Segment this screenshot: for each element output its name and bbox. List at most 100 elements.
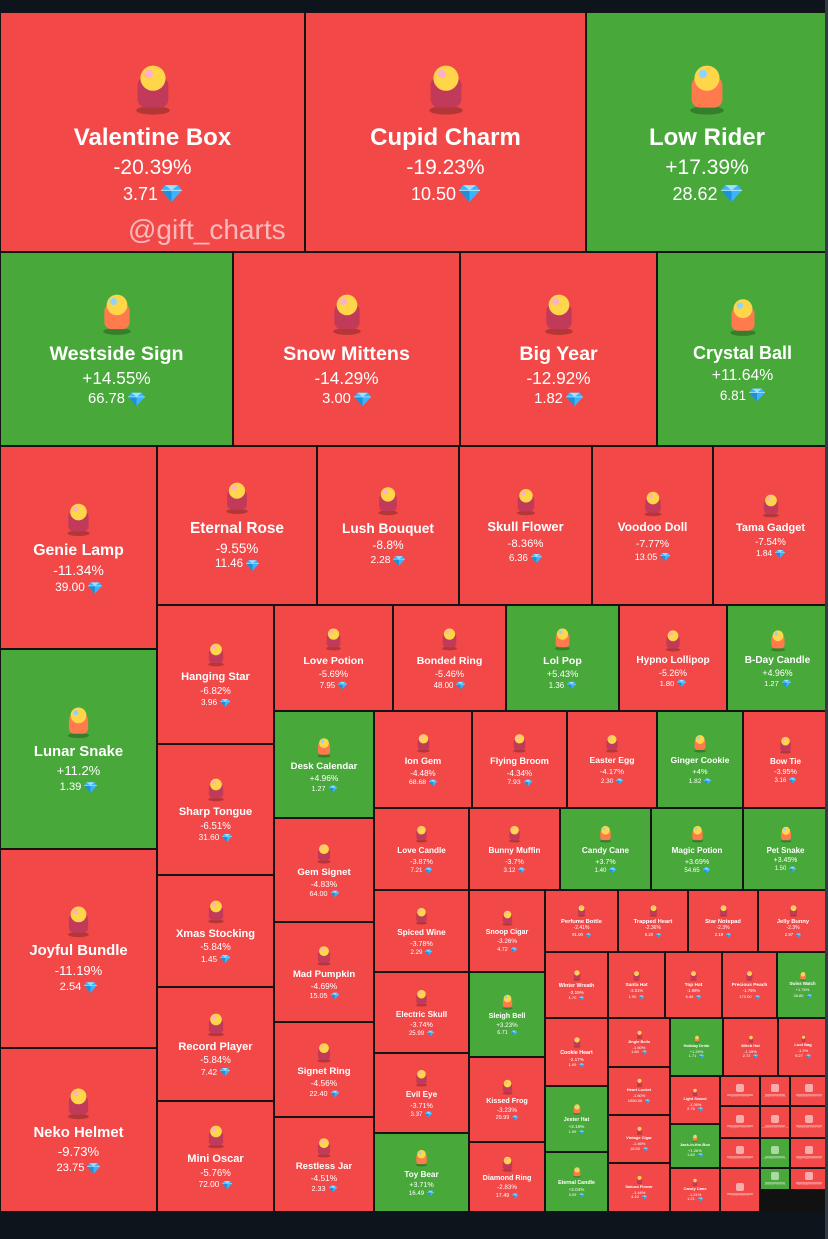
tile-precious-peach[interactable]: Precious Peach -1.76% 170.00 (722, 952, 777, 1018)
tile-winter-wreath[interactable]: Winter Wreath -2.19% 1.70 (545, 952, 608, 1018)
tile-hypno-lollipop[interactable]: Hypno Lollipop -5.26% 1.80 (619, 605, 727, 711)
tile-top-hat[interactable]: Top Hat -1.98% 6.49 (665, 952, 722, 1018)
tile-genie-lamp[interactable]: Genie Lamp -11.34% 39.00 (0, 446, 157, 649)
tile-gem-signet[interactable]: Gem Signet -4.83% 64.00 (274, 818, 374, 922)
tile-star-notepad[interactable]: Star Notepad -2.3% 2.18 (688, 890, 758, 952)
diamond-icon (643, 1147, 648, 1152)
tile-cookie-heart[interactable]: Cookie Heart -2.17% 1.69 (545, 1018, 608, 1086)
tile-price: 17.49 (496, 1193, 519, 1199)
tile-light-sword[interactable]: Light Sword -1.26% 2.70 (670, 1076, 720, 1124)
tile-joyful-bundle[interactable]: Joyful Bundle -11.19% 2.54 (0, 849, 157, 1048)
diamond-icon (720, 185, 742, 203)
tile-diamond-ring[interactable]: Diamond Ring -2.83% 17.49 (469, 1142, 545, 1212)
tile-evil-eye[interactable]: Evil Eye -3.71% 3.37 (374, 1053, 469, 1133)
tile-magic-potion[interactable]: Magic Potion +3.69% 54.65 (651, 808, 743, 890)
price-value: 2.30 (600, 778, 614, 786)
tile-perfume-bottle[interactable]: Perfume Bottle -2.41% 91.00 (545, 890, 618, 952)
tile-easter-egg[interactable]: Easter Egg -4.17% 2.30 (567, 711, 657, 808)
tile-crystal-ball[interactable]: Crystal Ball +11.64% 6.81 (657, 252, 828, 446)
tile-sharp-tongue[interactable]: Sharp Tongue -6.51% 31.60 (157, 744, 274, 875)
tile-cupid-charm[interactable]: Cupid Charm -19.23% 10.50 (305, 12, 586, 252)
tile-crystal-ball[interactable]: Crystal Ball +0.40% 6.81 (760, 1168, 790, 1190)
tile-santa-hat[interactable]: Santa Hat -2.01% 1.90 (608, 952, 665, 1018)
tile-name: Cookie Heart (560, 1049, 593, 1056)
tile-neko-helmet[interactable]: Neko Helmet -9.73% 23.75 (0, 1048, 157, 1212)
tile-xmas-stocking[interactable]: Xmas Stocking -5.84% 1.45 (157, 875, 274, 987)
tile-spy-agaric[interactable]: Spy Agaric -1.00% 2.50 (720, 1106, 760, 1138)
tile-name: Crystal Ball (692, 342, 793, 363)
price-value: 1.50 (774, 866, 787, 873)
tile-bonded-ring[interactable]: Bonded Ring -5.46% 48.00 (393, 605, 506, 711)
tile-name: Hex Pot -1.12% 2.65 (730, 1096, 750, 1098)
scrollbar[interactable] (825, 0, 828, 1239)
tile-holiday-drink[interactable]: Holiday Drink +1.29% 1.71 (670, 1018, 723, 1076)
tile-electric-skull[interactable]: Electric Skull -3.74% 25.99 (374, 972, 469, 1053)
tile-heart-locket[interactable]: Heart Locket -1.60% 1050.00 (608, 1067, 670, 1115)
tile-mini-oscar[interactable]: Mini Oscar -5.76% 72.00 (157, 1101, 274, 1212)
tile-ginger-cookie[interactable]: Ginger Cookie -0.64% 1.82 (790, 1138, 828, 1168)
tile-love-potion[interactable]: Love Potion -5.69% 7.95 (274, 605, 393, 711)
tile-tama-gadget[interactable]: Tama Gadget -7.54% 1.84 (713, 446, 828, 605)
tile-hanging-star[interactable]: Hanging Star -6.82% 3.96 (157, 605, 274, 744)
tile-hex-pot[interactable]: Hex Pot -1.12% 2.65 (720, 1076, 760, 1106)
tile-snow-mittens[interactable]: Snow Mittens -14.29% 3.00 (233, 252, 460, 446)
tile-homemade-cake[interactable]: Homemade Cake -0.91% 1.80 (760, 1106, 790, 1138)
tile-jester-hat[interactable]: Jester Hat +2.16% 1.99 (545, 1086, 608, 1152)
tile-flying-broom[interactable]: Flying Broom -4.34% 7.93 (472, 711, 567, 808)
tile-valentine-box[interactable]: Valentine Box -20.39% 3.71 (0, 12, 305, 252)
tile-ion-gem[interactable]: Ion Gem -4.48% 68.68 (374, 711, 472, 808)
tile-desk-calendar[interactable]: Desk Calendar +4.96% 1.27 (274, 711, 374, 818)
tile-mad-pumpkin[interactable]: Mad Pumpkin -0.32% 15.05 (790, 1168, 828, 1190)
tile-jelly-bunny[interactable]: Jelly Bunny -2.3% 2.97 (758, 890, 828, 952)
tile-candy-cane[interactable]: Candy Cane -1.21% 1.21 (670, 1168, 720, 1212)
tile-eternal-rose[interactable]: Eternal Rose -9.55% 11.46 (157, 446, 317, 605)
diamond-icon (84, 981, 98, 993)
tile-snoop-cigar[interactable]: Snoop Cigar -3.26% 4.72 (469, 890, 545, 972)
tile-low-rider[interactable]: Low Rider +17.39% 28.62 (586, 12, 828, 252)
tile-jingle-bells[interactable]: Jingle Bells -1.60% 1.80 (608, 1018, 670, 1067)
tile-skull-flower[interactable]: Skull Flower -8.36% 6.36 (459, 446, 592, 605)
tile-loot-bag[interactable]: Loot Bag -1.2% 9.27 (778, 1018, 828, 1076)
tile-westside-sign[interactable]: Westside Sign +14.55% 66.78 (0, 252, 233, 446)
tile-name: Sharp Tongue (178, 806, 253, 819)
tile-sakura-flower[interactable]: Sakura Flower -1.44% 4.10 (608, 1163, 670, 1212)
tile-eternal-candle[interactable]: Eternal Candle +2.04% 3.09 (545, 1152, 608, 1212)
tile-vintage-cigar[interactable]: Vintage Cigar -1.46% 18.50 (608, 1115, 670, 1163)
tile-signet-ring[interactable]: Signet Ring -4.56% 22.40 (274, 1022, 374, 1117)
diamond-icon (609, 867, 617, 874)
star-icon (805, 1115, 813, 1123)
tile-party-sparkler[interactable]: Party Sparkler -1.02% 1.70 (790, 1076, 828, 1106)
tile-love-candle[interactable]: Love Candle -3.87% 7.21 (374, 808, 469, 890)
tile-bow-tie[interactable]: Bow Tie -3.95% 3.16 (743, 711, 828, 808)
tile-name: Snow Mittens (283, 342, 410, 365)
tile-swiss-watch[interactable]: Swiss Watch +1.76% 26.80 (777, 952, 828, 1018)
tile-desk-calendar[interactable]: Desk Calendar +0.73% 1.27 (760, 1138, 790, 1168)
tile-lunar-snake[interactable]: Lunar Snake +11.2% 1.39 (0, 649, 157, 849)
tile-toy-bear[interactable]: Toy Bear +3.71% 16.49 (374, 1133, 469, 1212)
tile-record-player[interactable]: Record Player -5.84% 7.42 (157, 987, 274, 1101)
tile-scared-cat[interactable]: Scared Cat -1.06% 30.26 (760, 1076, 790, 1106)
tile-ginger-cookie[interactable]: Ginger Cookie +4% 1.82 (657, 711, 743, 808)
tile-pet-snake[interactable]: Pet Snake +3.45% 1.50 (743, 808, 828, 890)
tile-spiced-wine[interactable]: Spiced Wine -3.78% 2.29 (374, 890, 469, 972)
tile-lush-bouquet[interactable]: Lush Bouquet -8.8% 2.28 (317, 446, 459, 605)
tile-witch-hat[interactable]: Witch Hat -1.15% 2.72 (723, 1018, 778, 1076)
tile-voodoo-doll[interactable]: Voodoo Doll -7.77% 13.05 (592, 446, 713, 605)
tile-lol-pop[interactable]: Lol Pop +5.43% 1.36 (506, 605, 619, 711)
tile-berry-box[interactable]: Berry Box -0.80% 4.30 (720, 1138, 760, 1168)
tile-hanging-star[interactable]: Hanging Star -0.85% 3.96 (790, 1106, 828, 1138)
tile-trapped-heart[interactable]: Trapped Heart -2.36% 6.20 (618, 890, 688, 952)
bear-icon (412, 1148, 431, 1167)
tile-bunny-muffin[interactable]: Bunny Muffin -3.7% 3.12 (469, 808, 560, 890)
tile-b-day-candle[interactable]: B-Day Candle +4.96% 1.27 (727, 605, 828, 711)
tile-mad-pumpkin[interactable]: Mad Pumpkin -4.69% 15.05 (274, 922, 374, 1022)
tile-sleigh-bell[interactable]: Sleigh Bell +3.23% 6.71 (469, 972, 545, 1057)
tile-label (765, 1156, 785, 1158)
tile-lol-pop[interactable]: Lol Pop -0.44% 1.36 (720, 1168, 760, 1212)
tile-restless-jar[interactable]: Restless Jar -4.51% 2.33 (274, 1117, 374, 1212)
tile-jack-in-the-box[interactable]: Jack-in-the-Box +1.26% 1.82 (670, 1124, 720, 1168)
tile-kissed-frog[interactable]: Kissed Frog -3.23% 29.99 (469, 1057, 545, 1142)
tile-candy-cane[interactable]: Candy Cane +3.7% 1.40 (560, 808, 651, 890)
diamond-icon (512, 1115, 519, 1121)
tile-big-year[interactable]: Big Year -12.92% 1.82 (460, 252, 657, 446)
